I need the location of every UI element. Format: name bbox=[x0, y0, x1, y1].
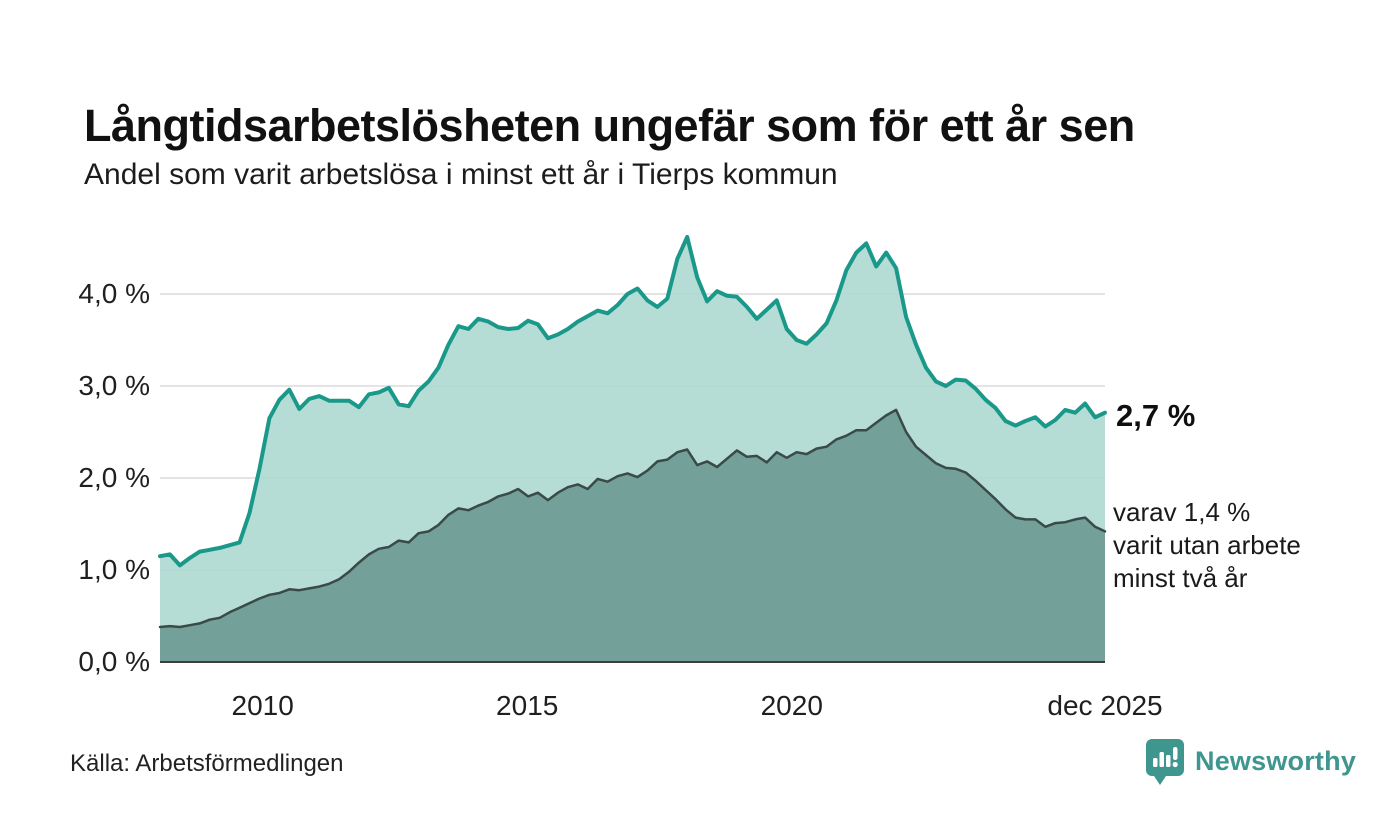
chart-title: Långtidsarbetslösheten ungefär som för e… bbox=[84, 100, 1135, 152]
series-area-two-years bbox=[160, 409, 1105, 662]
y-tick-label: 2,0 % bbox=[78, 462, 150, 493]
x-tick-label: 2015 bbox=[496, 690, 559, 721]
x-tick-label: dec 2025 bbox=[1047, 690, 1163, 721]
series-line-total bbox=[158, 235, 1107, 568]
chart-subtitle: Andel som varit arbetslösa i minst ett å… bbox=[84, 158, 838, 191]
x-tick-label: 2020 bbox=[760, 690, 823, 721]
annotation-secondary-line: varit utan arbete bbox=[1113, 529, 1301, 560]
x-tick-label: 2010 bbox=[231, 690, 294, 721]
y-tick-label: 3,0 % bbox=[78, 370, 150, 401]
newsworthy-pin-barchart-icon bbox=[1145, 738, 1185, 790]
annotation-secondary-line: minst två år bbox=[1113, 562, 1248, 593]
source-note: Källa: Arbetsförmedlingen bbox=[70, 750, 344, 777]
y-tick-label: 1,0 % bbox=[78, 554, 150, 585]
series-line-two-years bbox=[158, 408, 1107, 629]
newsworthy-logo: Newsworthy bbox=[1145, 738, 1357, 790]
annotation-secondary: varav 1,4 % varit utan arbete minst två … bbox=[1113, 496, 1301, 594]
y-tick-label: 0,0 % bbox=[78, 646, 150, 677]
y-tick-label: 4,0 % bbox=[78, 278, 150, 309]
brand-name: Newsworthy bbox=[1195, 745, 1357, 776]
annotation-latest-total: 2,7 % bbox=[1116, 398, 1196, 433]
annotation-secondary-line: varav 1,4 % bbox=[1113, 497, 1251, 527]
